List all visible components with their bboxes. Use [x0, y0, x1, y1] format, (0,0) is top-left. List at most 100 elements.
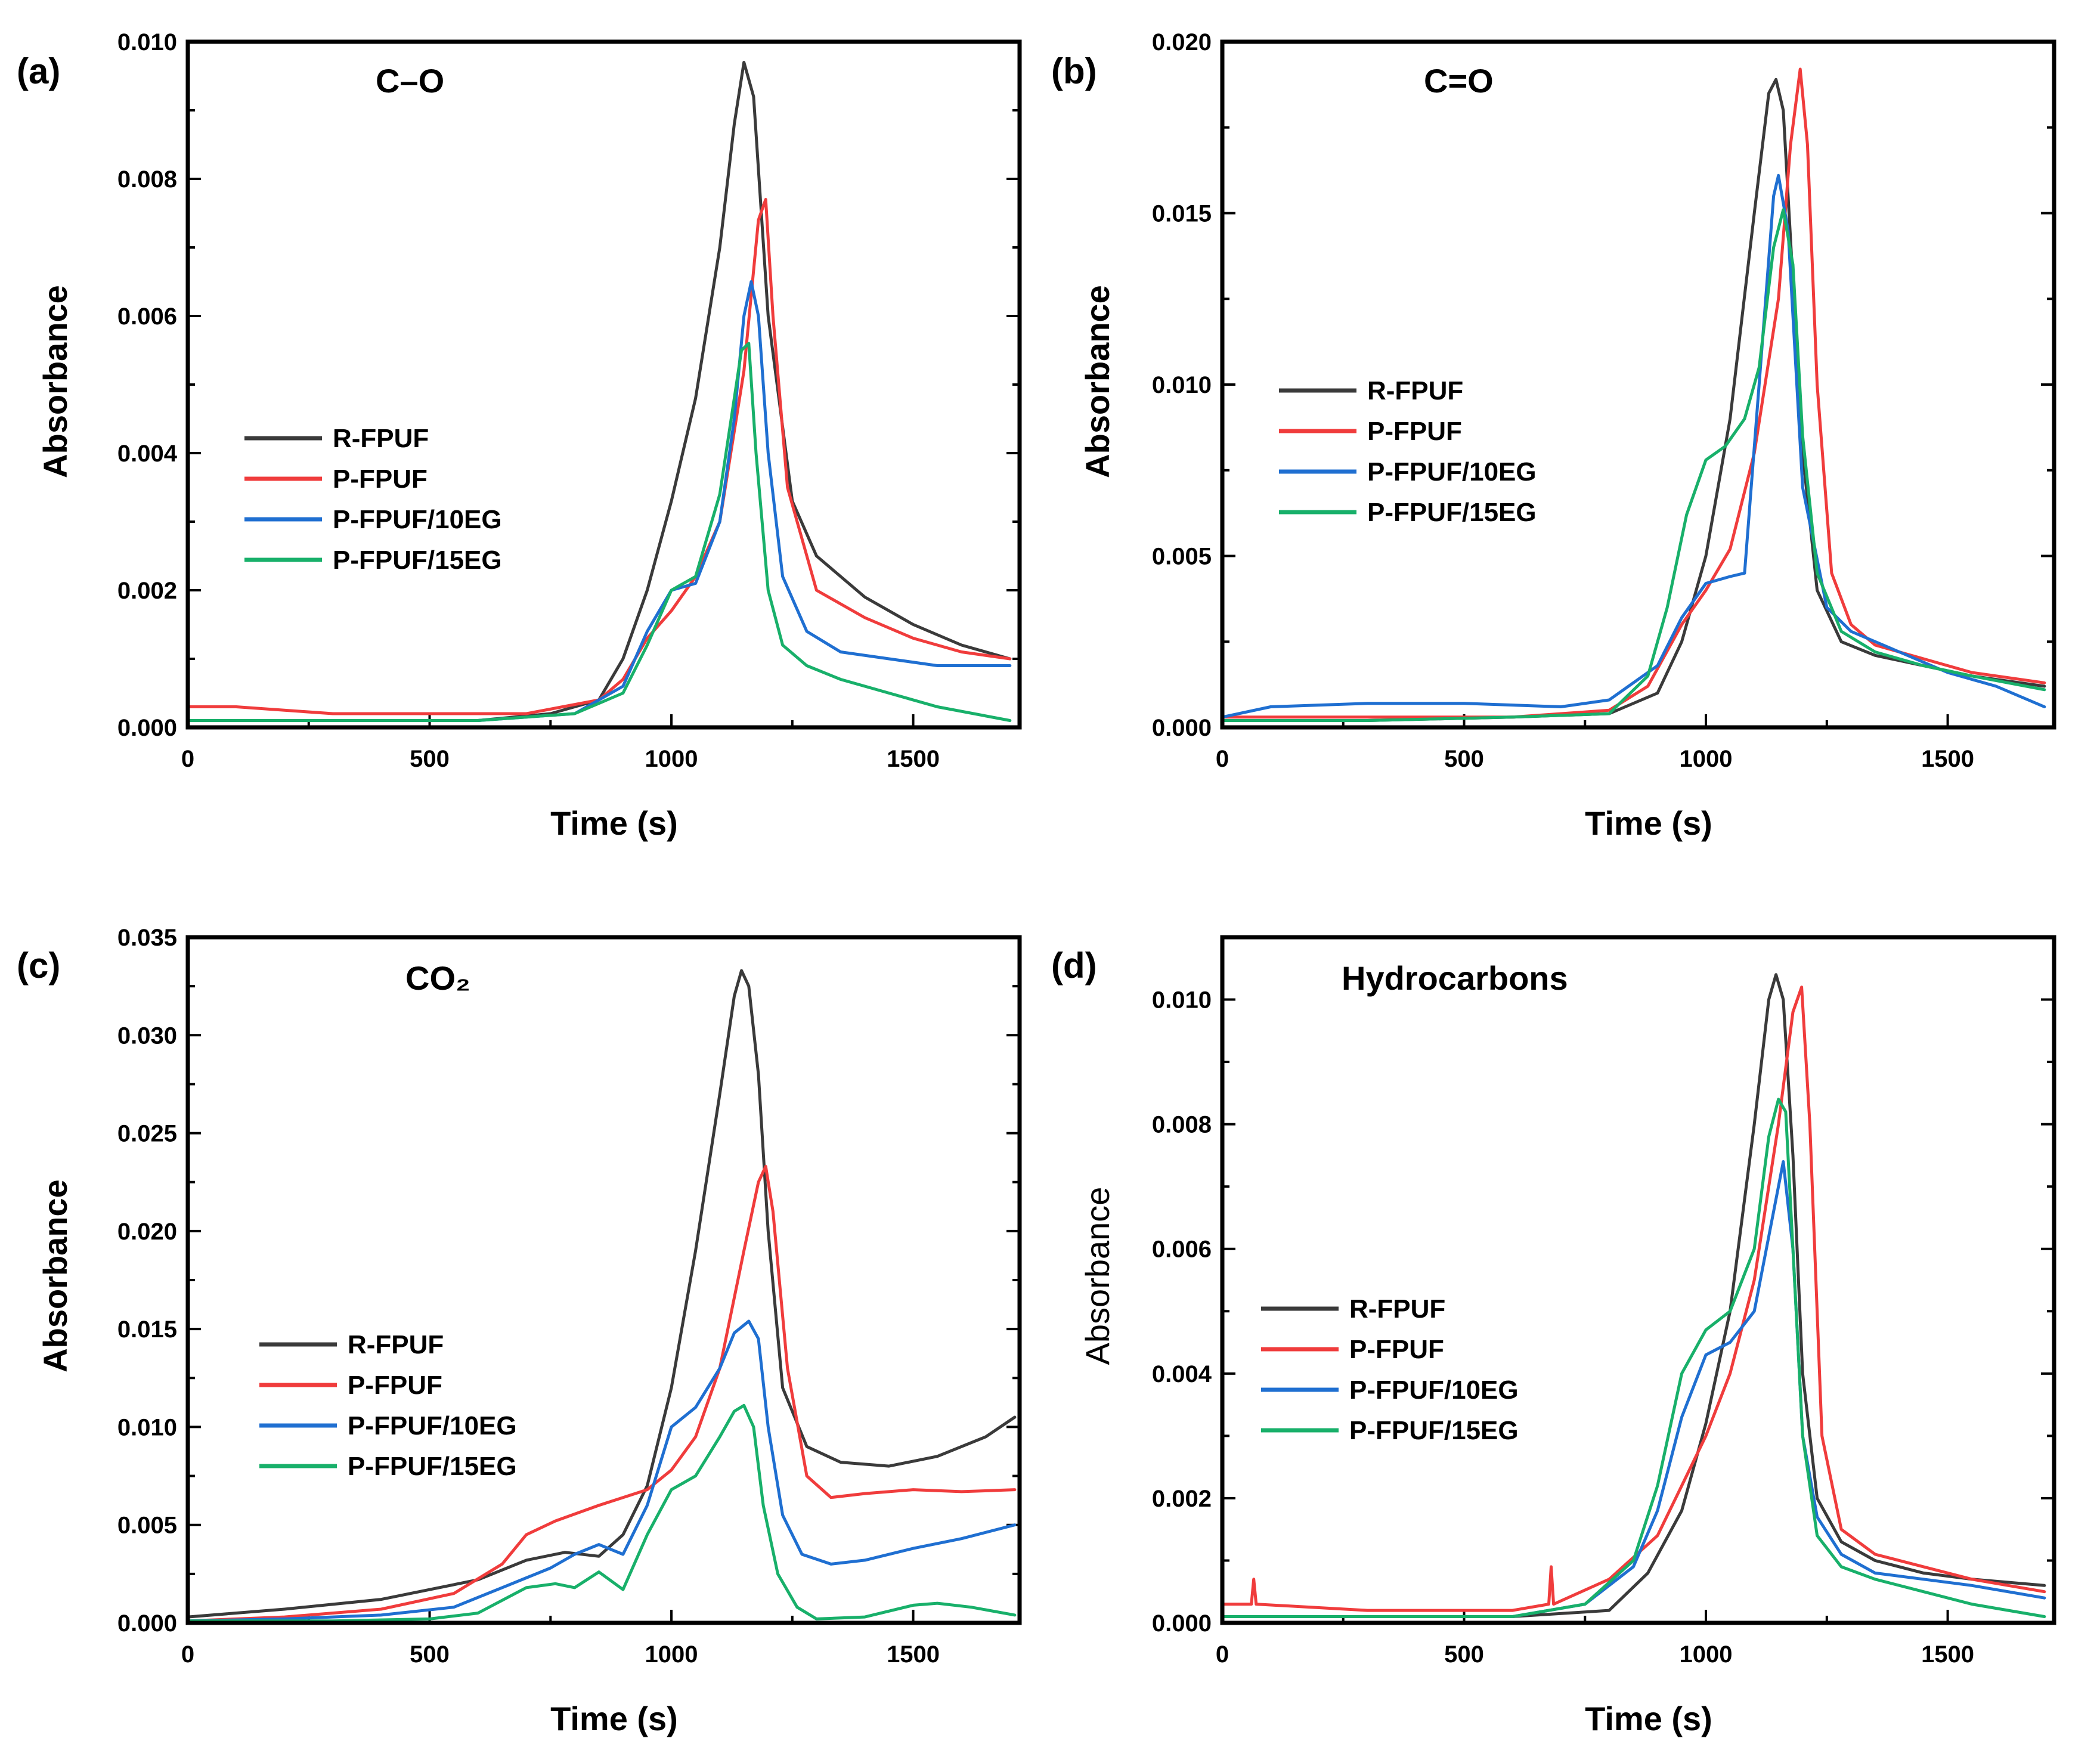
plot-area: 0 500 1000 1500 0.000 0.005 0.010 0.015 0.020 R-F… [1152, 29, 2054, 772]
y-tick-label: 0.002 [117, 578, 177, 604]
x-tick-label: 500 [1444, 746, 1484, 772]
panel-label: (a) [17, 51, 60, 91]
x-axis-label: Time (s) [1585, 1700, 1712, 1737]
x-axis-label: Time (s) [1585, 804, 1712, 842]
y-tick-label: 0.035 [117, 925, 177, 951]
y-tick-label: 0.008 [117, 166, 177, 193]
series-line-r-fpuf [1221, 78, 2046, 722]
x-axis-label: Time (s) [550, 804, 678, 842]
x-tick-label: 1000 [1680, 746, 1733, 772]
plot-area: 0 500 1000 1500 0.000 0.002 0.004 0.006 0.008 0.0… [117, 29, 1020, 772]
y-tick-label: 0.025 [117, 1121, 177, 1147]
y-axis-label: Absorbance [36, 1179, 74, 1372]
y-tick-label: 0.030 [117, 1022, 177, 1049]
y-tick-label: 0.004 [1152, 1361, 1212, 1387]
legend-entry: R-FPUF [333, 424, 429, 453]
y-tick-label: 0.010 [117, 29, 177, 55]
series-line-p-fpuf-15eg [1221, 1098, 2046, 1618]
legend-entry: P-FPUF [348, 1371, 442, 1400]
y-tick-label: 0.005 [117, 1513, 177, 1539]
panel-label: (d) [1051, 946, 1097, 986]
y-tick-label: 0.010 [117, 1414, 177, 1440]
panel-d: (d) Hydrocarbons Time (s) Absorbance 0 50… [1051, 935, 2056, 1737]
legend-entry: P-FPUF/10EG [348, 1411, 517, 1440]
x-tick-label: 0 [1216, 1641, 1229, 1668]
plot-frame [185, 935, 1022, 1625]
plot-frame [1220, 39, 2056, 730]
y-tick-label: 0.008 [1152, 1112, 1212, 1138]
plot-frame [1220, 935, 2056, 1625]
y-tick-label: 0.006 [1152, 1237, 1212, 1263]
y-tick-label: 0.002 [1152, 1486, 1212, 1512]
x-tick-label: 500 [410, 1641, 450, 1668]
y-tick-label: 0.015 [117, 1316, 177, 1343]
y-axis-label: Absorbance [1079, 1187, 1116, 1365]
y-tick-label: 0.000 [117, 1610, 177, 1637]
panel-title: C–O [376, 62, 444, 100]
series-line-r-fpuf [186, 61, 1012, 722]
panel-title: CO₂ [405, 959, 470, 997]
y-tick-label: 0.020 [117, 1219, 177, 1245]
x-axis-label: Time (s) [550, 1700, 678, 1737]
y-tick-label: 0.010 [1152, 987, 1212, 1014]
legend-entry: P-FPUF/15EG [1349, 1416, 1519, 1445]
y-tick-label: 0.010 [1152, 372, 1212, 398]
legend-entry: P-FPUF/15EG [333, 546, 502, 575]
panel-label: (c) [17, 946, 60, 986]
x-tick-label: 500 [410, 746, 450, 772]
legend-entry: P-FPUF/10EG [1349, 1375, 1519, 1405]
series-line-p-fpuf-15eg [1221, 208, 2046, 722]
series-line-p-fpuf-10eg [186, 280, 1012, 722]
series-line-p-fpuf [1221, 986, 2046, 1612]
y-tick-label: 0.015 [1152, 201, 1212, 227]
series-line-p-fpuf-10eg [186, 1319, 1017, 1623]
series-line-p-fpuf [186, 198, 1012, 715]
legend-entry: P-FPUF/10EG [333, 505, 502, 534]
panel-a: (a) C–O Time (s) Absorbance 0 500 1000 1500… [17, 29, 1022, 842]
series-line-p-fpuf-15eg [186, 342, 1012, 722]
x-tick-label: 0 [181, 746, 194, 772]
x-tick-label: 1000 [645, 1641, 698, 1668]
x-tick-label: 1500 [1921, 1641, 1974, 1668]
series-line-r-fpuf [186, 969, 1017, 1619]
y-axis-label: Absorbance [1079, 285, 1116, 478]
panel-title: C=O [1424, 62, 1494, 100]
legend-entry: P-FPUF/10EG [1367, 457, 1537, 487]
x-tick-label: 0 [181, 1641, 194, 1668]
legend-entry: R-FPUF [348, 1330, 444, 1359]
y-tick-label: 0.005 [1152, 544, 1212, 570]
series-line-p-fpuf-10eg [1221, 173, 2046, 719]
x-tick-label: 1500 [887, 746, 940, 772]
plot-frame [185, 39, 1022, 730]
panel-label: (b) [1051, 51, 1097, 91]
x-tick-label: 1500 [887, 1641, 940, 1668]
x-tick-label: 0 [1216, 746, 1229, 772]
plot-area: 0 500 1000 1500 0.000 0.002 0.004 0.006 0.008 0.0… [1152, 973, 2054, 1668]
legend-entry: P-FPUF [1349, 1335, 1444, 1364]
legend-entry: P-FPUF/15EG [1367, 498, 1537, 527]
legend-entry: R-FPUF [1367, 376, 1463, 405]
y-tick-label: 0.004 [117, 441, 178, 467]
legend-entry: P-FPUF [333, 464, 428, 494]
panel-title: Hydrocarbons [1342, 959, 1568, 997]
series-line-r-fpuf [1221, 973, 2046, 1618]
x-tick-label: 1500 [1921, 746, 1974, 772]
plot-area: 0 500 1000 1500 0.000 0.005 0.010 0.015 0.020 0.0… [117, 925, 1020, 1668]
series-line-p-fpuf [1221, 67, 2046, 719]
panel-c: (c) CO₂ Time (s) Absorbance 0 500 1000 1500… [17, 925, 1022, 1737]
x-tick-label: 500 [1444, 1641, 1484, 1668]
panel-b: (b) C=O Time (s) Absorbance 0 500 1000 1500… [1051, 29, 2056, 842]
y-tick-label: 0.000 [1152, 715, 1212, 741]
legend-entry: R-FPUF [1349, 1294, 1445, 1324]
series-line-p-fpuf-15eg [186, 1403, 1017, 1623]
y-tick-label: 0.000 [117, 715, 177, 741]
x-tick-label: 1000 [1680, 1641, 1733, 1668]
x-tick-label: 1000 [645, 746, 698, 772]
legend-entry: P-FPUF/15EG [348, 1452, 517, 1481]
y-axis-label: Absorbance [36, 285, 74, 478]
series-line-p-fpuf-10eg [1221, 1160, 2046, 1618]
legend-entry: P-FPUF [1367, 417, 1462, 446]
y-tick-label: 0.000 [1152, 1610, 1212, 1637]
y-tick-label: 0.006 [117, 303, 177, 330]
